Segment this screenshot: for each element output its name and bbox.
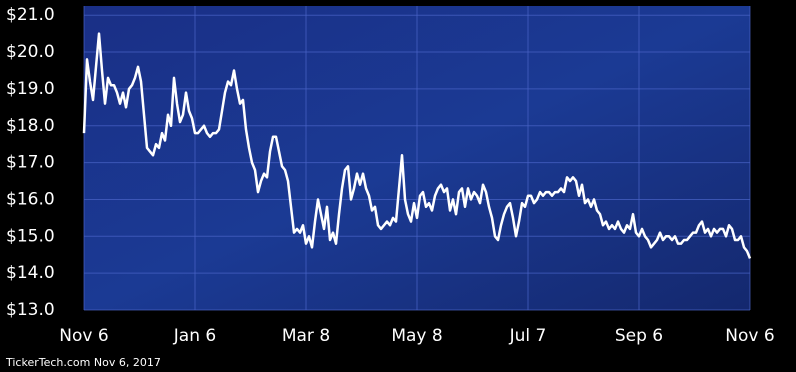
x-tick-label: Sep 6 <box>615 326 663 346</box>
x-tick-label: Mar 8 <box>282 326 330 346</box>
x-tick-label: Nov 6 <box>725 326 774 346</box>
price-line <box>82 32 752 259</box>
y-tick-label: $19.0 <box>6 79 55 99</box>
y-tick-label: $13.0 <box>6 300 55 320</box>
y-tick-label: $21.0 <box>6 5 55 25</box>
y-tick-label: $14.0 <box>6 263 55 283</box>
x-tick-label: Jan 6 <box>173 326 216 346</box>
y-tick-label: $15.0 <box>6 226 55 246</box>
x-tick-label: Nov 6 <box>59 326 108 346</box>
y-tick-label: $20.0 <box>6 42 55 62</box>
x-tick-label: Jul 7 <box>509 326 547 346</box>
x-tick-label: May 8 <box>391 326 442 346</box>
footer: TickerTech.com Nov 6, 2017 <box>5 356 161 369</box>
y-tick-label: $17.0 <box>6 153 55 173</box>
y-tick-label: $18.0 <box>6 116 55 136</box>
y-tick-label: $16.0 <box>6 189 55 209</box>
